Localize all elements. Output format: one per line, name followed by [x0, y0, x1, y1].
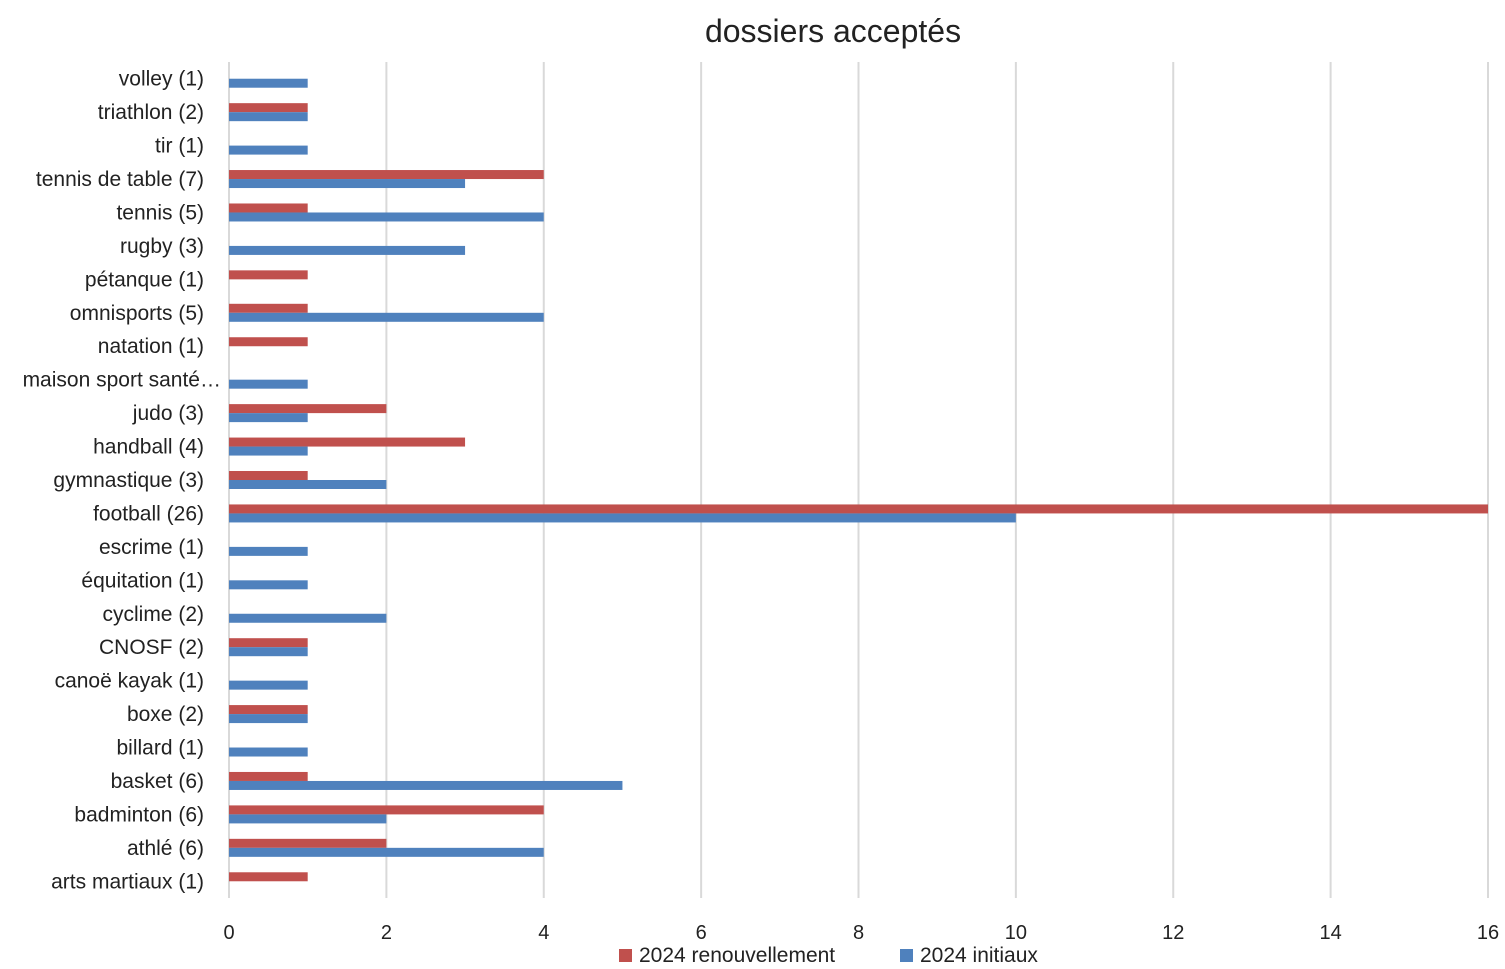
category-label-basket-6: basket (6)	[111, 770, 204, 793]
bar-renouvellement-boxe-2	[229, 705, 308, 715]
bar-renouvellement-badminton-6	[229, 805, 544, 815]
category-label-maison-sport-sante: maison sport santé…	[23, 369, 221, 392]
bar-renouvellement-omnisports-5	[229, 303, 308, 313]
bar-renouvellement-cnosf-2	[229, 638, 308, 648]
bar-initiaux-escrime-1	[229, 546, 308, 556]
bar-initiaux-billard-1	[229, 747, 308, 757]
category-label-judo-3: judo (3)	[132, 402, 204, 425]
x-tick-14: 14	[1320, 922, 1342, 944]
bar-initiaux-rugby-3	[229, 245, 466, 255]
category-label-omnisports-5: omnisports (5)	[70, 302, 204, 325]
bar-renouvellement-natation-1	[229, 337, 308, 347]
x-tick-16: 16	[1477, 922, 1499, 944]
category-label-escrime-1: escrime (1)	[99, 536, 204, 559]
bar-initiaux-maison-sport-sante	[229, 379, 308, 389]
category-label-athle-6: athlé (6)	[127, 837, 204, 860]
bar-initiaux-cnosf-2	[229, 647, 308, 657]
bar-renouvellement-basket-6	[229, 771, 308, 781]
x-tick-6: 6	[696, 922, 707, 944]
category-label-natation-1: natation (1)	[98, 335, 204, 358]
bar-initiaux-basket-6	[229, 780, 623, 790]
category-label-gymnastique-3: gymnastique (3)	[53, 469, 204, 492]
bar-initiaux-athle-6	[229, 847, 544, 857]
category-label-arts-martiaux-1: arts martiaux (1)	[51, 870, 204, 893]
category-label-volley-1: volley (1)	[119, 68, 204, 91]
bar-renouvellement-gymnastique-3	[229, 471, 308, 480]
bar-initiaux-judo-3	[229, 413, 308, 423]
bar-initiaux-omnisports-5	[229, 312, 544, 322]
bar-initiaux-badminton-6	[229, 814, 387, 824]
bar-initiaux-tir-1	[229, 145, 308, 155]
category-label-canoe-kayak-1: canoë kayak (1)	[55, 670, 204, 693]
bar-initiaux-canoe-kayak-1	[229, 680, 308, 690]
category-label-cnosf-2: CNOSF (2)	[99, 636, 204, 659]
legend: 2024 renouvellement 2024 initiaux	[619, 944, 1038, 967]
category-label-handball-4: handball (4)	[93, 436, 204, 459]
category-label-rugby-3: rugby (3)	[120, 235, 204, 258]
category-label-tir-1: tir (1)	[155, 135, 204, 158]
category-label-football-26: football (26)	[93, 502, 204, 525]
bar-layer	[229, 78, 1488, 882]
x-tick-4: 4	[538, 922, 549, 944]
x-tick-12: 12	[1162, 922, 1184, 944]
bar-initiaux-handball-4	[229, 446, 308, 456]
category-label-equitation-1: équitation (1)	[81, 569, 204, 592]
legend-label-2024-renouvellement: 2024 renouvellement	[639, 944, 835, 964]
category-label-tennis-5: tennis (5)	[116, 201, 204, 224]
bar-renouvellement-football-26	[229, 504, 1488, 514]
bar-initiaux-tennis-5	[229, 212, 544, 222]
category-label-triathlon-2: triathlon (2)	[98, 101, 204, 124]
category-label-petanque-1: pétanque (1)	[85, 268, 204, 291]
x-axis-ticks: 0 2 4 6 8 10 12 14 16	[223, 922, 1499, 944]
category-label-billard-1: billard (1)	[116, 737, 204, 760]
legend-swatch-2024-renouvellement	[619, 949, 632, 962]
chart-title: dossiers acceptés	[705, 13, 961, 49]
category-label-boxe-2: boxe (2)	[127, 703, 204, 726]
category-labels: volley (1) triathlon (2) tir (1) tennis de …	[23, 68, 221, 894]
category-label-tennis-de-table-7: tennis de table (7)	[36, 168, 204, 191]
bar-renouvellement-tennis-de-table-7	[229, 170, 544, 180]
bar-renouvellement-athle-6	[229, 838, 387, 848]
bar-renouvellement-handball-4	[229, 437, 466, 447]
category-label-badminton-6: badminton (6)	[74, 803, 204, 826]
gridlines	[228, 62, 1489, 898]
x-tick-0: 0	[223, 922, 234, 944]
bar-initiaux-tennis-de-table-7	[229, 179, 466, 189]
bar-renouvellement-arts-martiaux-1	[229, 872, 308, 882]
x-tick-8: 8	[853, 922, 864, 944]
bar-initiaux-boxe-2	[229, 714, 308, 724]
bar-renouvellement-judo-3	[229, 404, 387, 414]
bar-initiaux-triathlon-2	[229, 112, 308, 122]
x-tick-2: 2	[381, 922, 392, 944]
legend-label-2024-initiaux: 2024 initiaux	[920, 944, 1038, 964]
bar-initiaux-gymnastique-3	[229, 480, 387, 489]
bar-initiaux-cyclime-2	[229, 613, 387, 623]
bar-initiaux-volley-1	[229, 78, 308, 88]
x-tick-10: 10	[1005, 922, 1027, 944]
bar-initiaux-football-26	[229, 513, 1016, 523]
legend-swatch-2024-initiaux	[900, 949, 913, 962]
bar-initiaux-equitation-1	[229, 580, 308, 590]
bar-renouvellement-triathlon-2	[229, 103, 308, 113]
bar-renouvellement-petanque-1	[229, 270, 308, 280]
bar-renouvellement-tennis-5	[229, 203, 308, 213]
category-label-cyclime-2: cyclime (2)	[102, 603, 204, 626]
